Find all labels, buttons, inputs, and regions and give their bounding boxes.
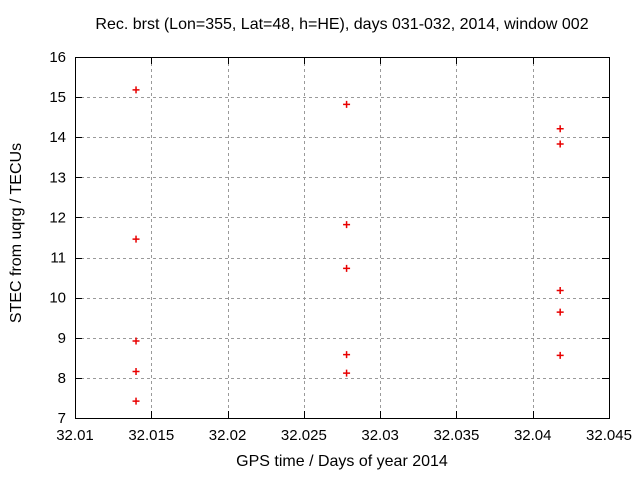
x-tick-label: 32.015 xyxy=(128,427,174,444)
data-point-marker xyxy=(343,264,351,272)
data-point-marker xyxy=(556,140,564,148)
data-point-marker xyxy=(556,308,564,316)
data-point-marker xyxy=(132,235,140,243)
data-point-marker xyxy=(556,286,564,294)
x-tick-label: 32.035 xyxy=(433,427,479,444)
y-tick-label: 11 xyxy=(50,250,66,267)
x-tick-label: 32.02 xyxy=(209,427,247,444)
y-tick-label: 14 xyxy=(49,129,66,146)
y-tick-label: 10 xyxy=(49,290,66,307)
chart-title: Rec. brst (Lon=355, Lat=48, h=HE), days … xyxy=(95,16,589,33)
data-point-marker xyxy=(132,86,140,94)
x-axis-title: GPS time / Days of year 2014 xyxy=(236,453,448,470)
data-point-marker xyxy=(556,125,564,133)
y-tick-label: 12 xyxy=(49,209,66,226)
x-tick-label: 32.01 xyxy=(56,427,94,444)
data-point-marker xyxy=(343,221,351,229)
x-tick-label: 32.04 xyxy=(514,427,552,444)
data-point-marker xyxy=(343,351,351,359)
y-tick-label: 15 xyxy=(49,89,66,106)
plot-border xyxy=(75,57,610,419)
y-tick-label: 7 xyxy=(58,410,66,427)
data-point-marker xyxy=(132,367,140,375)
x-tick-label: 32.045 xyxy=(586,427,632,444)
data-point-marker xyxy=(556,351,564,359)
x-tick-label: 32.03 xyxy=(361,427,399,444)
x-tick-label: 32.025 xyxy=(281,427,327,444)
data-point-marker xyxy=(343,369,351,377)
y-tick-label: 16 xyxy=(49,49,66,66)
y-tick-label: 9 xyxy=(58,330,66,347)
data-point-marker xyxy=(343,100,351,108)
y-tick-label: 13 xyxy=(49,169,66,186)
data-point-marker xyxy=(132,397,140,405)
data-point-marker xyxy=(132,337,140,345)
y-tick-label: 8 xyxy=(58,370,66,387)
